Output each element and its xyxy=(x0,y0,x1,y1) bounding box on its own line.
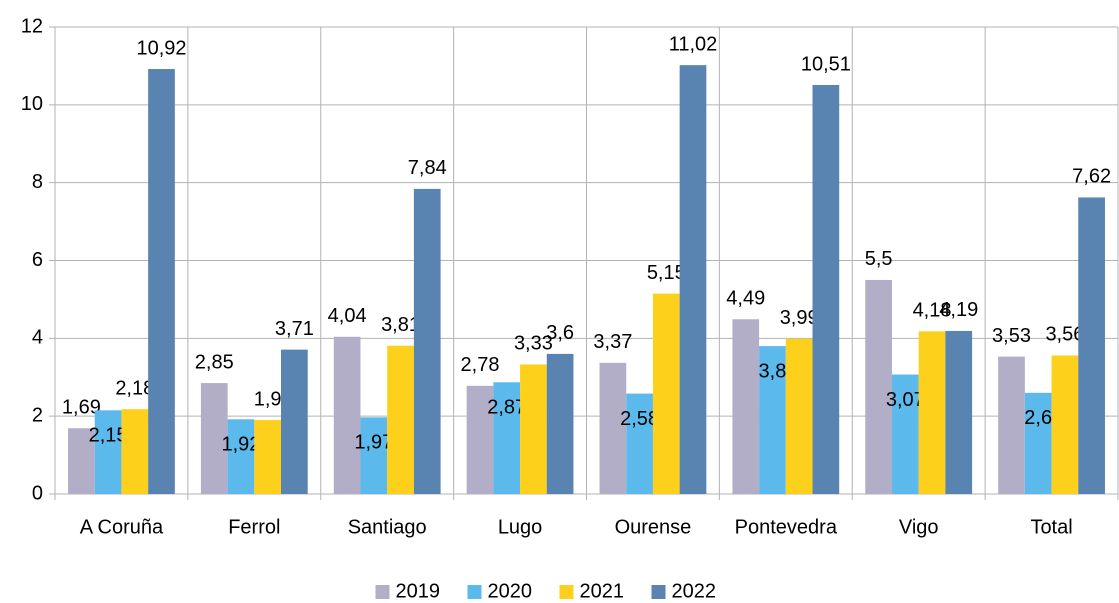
bar xyxy=(1051,355,1079,494)
bar xyxy=(493,382,521,494)
y-tick-label: 2 xyxy=(32,404,43,426)
y-tick-label: 4 xyxy=(32,327,43,349)
bar xyxy=(865,279,892,494)
x-tick-label: Lugo xyxy=(498,516,543,538)
bar xyxy=(1024,392,1052,494)
data-label: 10,51 xyxy=(801,53,851,75)
data-label: 7,84 xyxy=(408,157,447,179)
legend-swatch xyxy=(375,585,390,599)
data-label: 4,18 xyxy=(913,300,952,322)
x-tick-label: Santiago xyxy=(348,516,427,538)
bar xyxy=(360,417,388,494)
y-tick-label: 0 xyxy=(32,482,43,504)
bar xyxy=(254,420,282,494)
y-tick-label: 6 xyxy=(32,249,43,271)
data-label: 5,15 xyxy=(647,262,686,284)
bar xyxy=(387,345,414,494)
data-label: 3,37 xyxy=(593,331,632,353)
x-tick-label: Vigo xyxy=(899,516,939,538)
bar xyxy=(148,69,175,494)
legend-swatch xyxy=(559,585,574,599)
data-label: 2,15 xyxy=(89,425,128,447)
bar xyxy=(200,383,228,494)
bar xyxy=(121,409,149,494)
bar xyxy=(546,353,574,494)
data-label: 4,04 xyxy=(328,305,367,327)
y-tick-label: 10 xyxy=(21,93,43,115)
bar xyxy=(94,410,122,494)
bar xyxy=(945,330,973,494)
data-label: 7,62 xyxy=(1072,166,1111,188)
bar xyxy=(998,356,1025,494)
bar xyxy=(759,346,786,494)
bar xyxy=(891,374,919,494)
data-label: 3,81 xyxy=(381,314,420,336)
data-label: 4,19 xyxy=(939,299,978,321)
data-label: 2,18 xyxy=(115,377,154,399)
data-label: 3,8 xyxy=(759,360,787,382)
bar xyxy=(413,188,441,495)
data-label: 2,6 xyxy=(1024,407,1052,429)
bar xyxy=(227,419,255,494)
bar xyxy=(333,336,361,494)
bar xyxy=(918,331,946,494)
legend-label: 2020 xyxy=(488,580,533,602)
data-label: 4,49 xyxy=(726,288,765,310)
bar xyxy=(68,428,95,494)
data-label: 3,53 xyxy=(992,325,1031,347)
data-label: 3,56 xyxy=(1045,324,1084,346)
data-label: 1,9 xyxy=(254,388,282,410)
bar xyxy=(732,319,760,494)
data-label: 2,58 xyxy=(620,408,659,430)
bar xyxy=(679,65,707,494)
y-tick-label: 12 xyxy=(21,15,43,37)
legend-label: 2021 xyxy=(580,580,625,602)
bar xyxy=(281,349,308,494)
legend-label: 2019 xyxy=(396,580,441,602)
data-label: 2,87 xyxy=(487,397,526,419)
data-label: 2,85 xyxy=(195,351,234,373)
x-tick-label: A Coruña xyxy=(80,516,164,538)
data-label: 3,07 xyxy=(886,389,925,411)
legend-swatch xyxy=(651,585,666,599)
bar xyxy=(1078,197,1105,494)
x-tick-label: Ferrol xyxy=(228,516,280,538)
data-label: 1,97 xyxy=(354,432,393,454)
data-label: 2,78 xyxy=(461,354,500,376)
x-tick-label: Total xyxy=(1030,516,1072,538)
x-tick-label: Pontevedra xyxy=(735,516,838,538)
bar xyxy=(599,362,627,494)
data-label: 3,33 xyxy=(514,333,553,355)
bar xyxy=(466,385,494,494)
legend-swatch xyxy=(467,585,482,599)
data-label: 1,69 xyxy=(62,397,101,419)
bar xyxy=(785,338,813,494)
bar xyxy=(652,293,680,494)
data-label: 1,92 xyxy=(221,434,260,456)
data-label: 3,6 xyxy=(546,322,574,344)
data-label: 3,99 xyxy=(780,307,819,329)
data-label: 3,71 xyxy=(275,318,314,340)
legend-label: 2022 xyxy=(672,580,717,602)
data-label: 10,92 xyxy=(136,37,186,59)
data-label: 5,5 xyxy=(865,248,893,270)
y-tick-label: 8 xyxy=(32,171,43,193)
bar xyxy=(812,84,840,494)
bar xyxy=(626,393,653,494)
bar xyxy=(520,364,547,494)
data-label: 11,02 xyxy=(669,33,718,55)
x-tick-label: Ourense xyxy=(615,516,692,538)
